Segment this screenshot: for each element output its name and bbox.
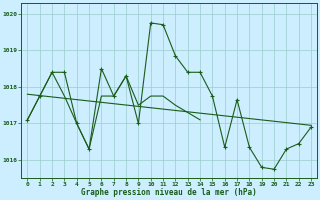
X-axis label: Graphe pression niveau de la mer (hPa): Graphe pression niveau de la mer (hPa) bbox=[81, 188, 257, 197]
